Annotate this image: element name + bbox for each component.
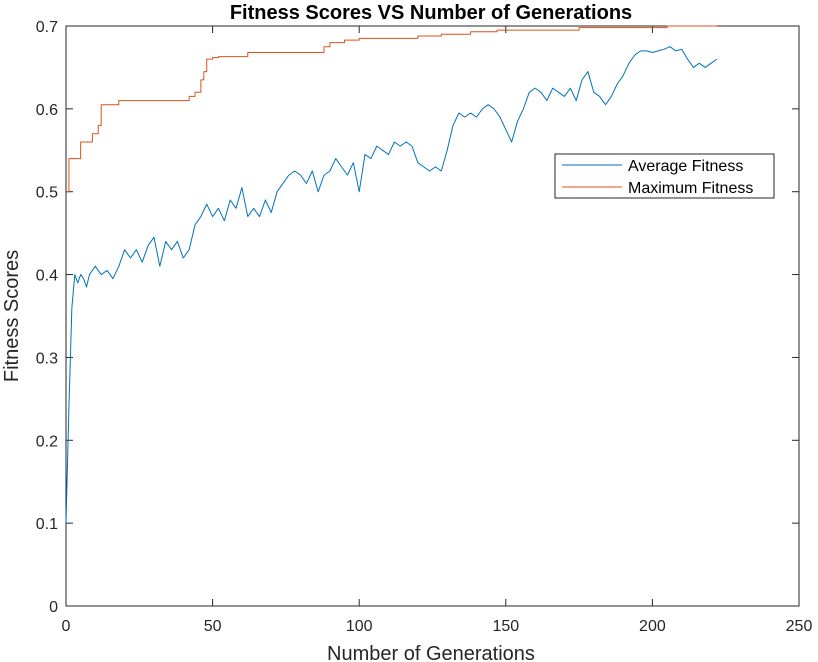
plot-frame	[65, 25, 800, 607]
x-axis-title: Number of Generations	[327, 643, 535, 662]
series-layer	[65, 25, 718, 524]
x-tick-label: 200	[639, 618, 666, 635]
series-line-maximum-fitness	[66, 25, 717, 193]
legend[interactable]: Average Fitness Maximum Fitness	[554, 153, 775, 199]
y-tick-label: 0.1	[36, 516, 58, 533]
plot-area: 0 50 100 150 200 250 0 0.1 0.2 0.3 0.4 0.5 0.6 0.7	[36, 19, 813, 635]
y-axis: 0 0.1 0.2 0.3 0.4 0.5 0.6 0.7	[36, 19, 799, 616]
legend-label-average-fitness: Average Fitness	[628, 158, 743, 175]
x-tick-label: 250	[786, 618, 813, 635]
y-tick-label: 0.5	[36, 185, 58, 202]
x-tick-label: 150	[492, 618, 519, 635]
y-tick-label: 0.3	[36, 350, 58, 367]
x-axis: 0 50 100 150 200 250	[62, 26, 813, 635]
y-tick-label: 0.4	[36, 268, 58, 285]
y-tick-label: 0.2	[36, 433, 58, 450]
y-tick-label: 0.6	[36, 102, 58, 119]
legend-label-maximum-fitness: Maximum Fitness	[628, 180, 753, 197]
x-tick-label: 100	[346, 618, 373, 635]
y-tick-label: 0	[49, 599, 58, 616]
x-tick-label: 0	[62, 618, 71, 635]
x-tick-label: 50	[204, 618, 222, 635]
series-line-average-fitness	[65, 46, 718, 524]
y-axis-title: Fitness Scores	[1, 250, 23, 382]
chart-title: Fitness Scores VS Number of Generations	[230, 2, 632, 24]
legend-box	[554, 153, 775, 199]
y-tick-label: 0.7	[36, 19, 58, 36]
